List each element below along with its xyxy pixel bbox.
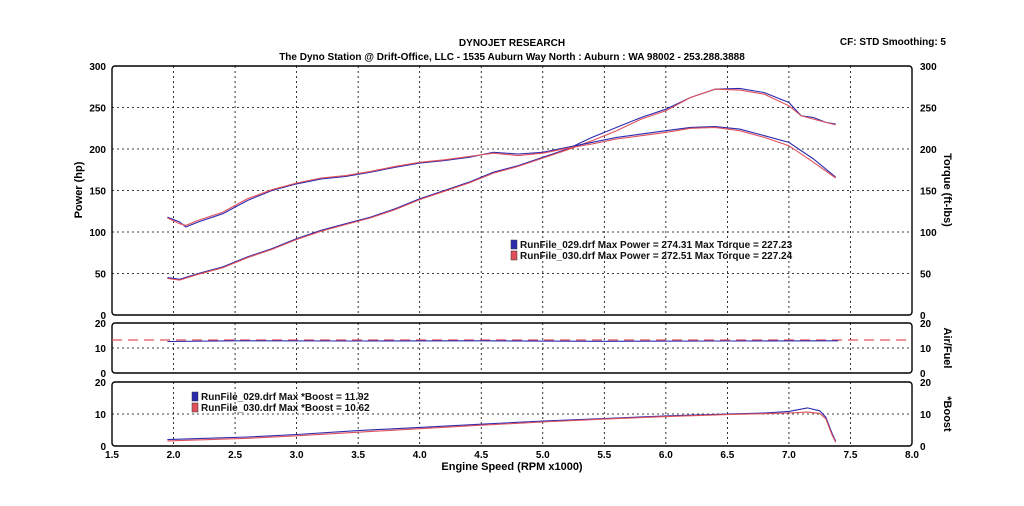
y-tick-label: 10 xyxy=(95,344,107,355)
series-line-boost-1 xyxy=(167,411,837,443)
plot-frame xyxy=(111,381,913,447)
series-line-power-torque-0 xyxy=(167,87,836,280)
x-tick-label: 4.5 xyxy=(474,450,488,461)
y-tick-label: 50 xyxy=(95,270,107,281)
y2-axis-title: Torque (ft-lbs) xyxy=(941,153,953,227)
power-legend-label: RunFile_029.drf Max Power = 274.31 Max T… xyxy=(520,240,793,251)
y2-tick-label: 300 xyxy=(920,62,937,73)
y-tick-label: 0 xyxy=(100,311,106,322)
y-tick-label: 150 xyxy=(89,187,106,198)
boost-axis-title: *Boost xyxy=(941,396,953,432)
y2-tick-label: 20 xyxy=(920,319,932,330)
series-line-power-torque-1 xyxy=(167,88,836,281)
y-tick-label: 0 xyxy=(100,369,106,380)
y2-tick-label: 0 xyxy=(920,369,926,380)
chart-subtitle: The Dyno Station @ Drift-Office, LLC - 1… xyxy=(279,52,745,63)
y2-tick-label: 20 xyxy=(920,378,932,389)
y-tick-label: 200 xyxy=(89,145,106,156)
series-line-boost-0 xyxy=(167,407,837,442)
plot-frame xyxy=(111,322,913,374)
y2-tick-label: 50 xyxy=(920,270,932,281)
y-tick-label: 10 xyxy=(95,410,107,421)
x-tick-label: 7.5 xyxy=(844,450,858,461)
y2-tick-label: 250 xyxy=(920,104,937,115)
y2-tick-label: 0 xyxy=(920,442,926,453)
x-tick-label: 3.5 xyxy=(351,450,365,461)
power-legend-swatch xyxy=(510,239,518,250)
x-tick-label: 3.0 xyxy=(290,450,304,461)
y-tick-label: 300 xyxy=(89,62,106,73)
boost-legend-label: RunFile_029.drf Max *Boost = 11.92 xyxy=(201,392,370,403)
power-legend-label: RunFile_030.drf Max Power = 272.51 Max T… xyxy=(520,251,793,262)
airfuel-axis-title: Air/Fuel xyxy=(941,328,953,369)
y-tick-label: 20 xyxy=(95,378,107,389)
x-tick-label: 5.5 xyxy=(597,450,611,461)
x-tick-label: 5.0 xyxy=(536,450,550,461)
y2-tick-label: 10 xyxy=(920,410,932,421)
series-line-air-fuel-1 xyxy=(167,340,839,343)
y2-tick-label: 200 xyxy=(920,145,937,156)
x-tick-label: 4.0 xyxy=(413,450,427,461)
x-tick-label: 1.5 xyxy=(105,450,119,461)
y-tick-label: 20 xyxy=(95,319,107,330)
x-tick-label: 8.0 xyxy=(905,450,919,461)
y2-tick-label: 0 xyxy=(920,311,926,322)
y2-tick-label: 100 xyxy=(920,228,937,239)
boost-legend-swatch xyxy=(191,402,199,413)
x-tick-label: 6.5 xyxy=(720,450,734,461)
boost-legend-label: RunFile_030.drf Max *Boost = 10.62 xyxy=(201,403,370,414)
x-tick-label: 6.0 xyxy=(659,450,673,461)
x-axis-title: Engine Speed (RPM x1000) xyxy=(441,461,583,473)
y-tick-label: 100 xyxy=(89,228,106,239)
series-line-power-torque-2 xyxy=(167,126,837,228)
y-tick-label: 250 xyxy=(89,104,106,115)
y-tick-label: 0 xyxy=(100,442,106,453)
y2-tick-label: 10 xyxy=(920,344,932,355)
series-line-power-torque-3 xyxy=(167,126,837,226)
x-tick-label: 7.0 xyxy=(782,450,796,461)
y2-tick-label: 150 xyxy=(920,187,937,198)
chart-title: DYNOJET RESEARCH xyxy=(458,38,566,49)
y-axis-title: Power (hp) xyxy=(73,161,85,218)
x-tick-label: 2.5 xyxy=(228,450,242,461)
boost-legend-swatch xyxy=(191,391,199,402)
plot-frame xyxy=(111,65,913,316)
settings-readout: CF: STD Smoothing: 5 xyxy=(839,37,946,48)
power-legend-swatch xyxy=(510,250,518,261)
x-tick-label: 2.0 xyxy=(167,450,181,461)
